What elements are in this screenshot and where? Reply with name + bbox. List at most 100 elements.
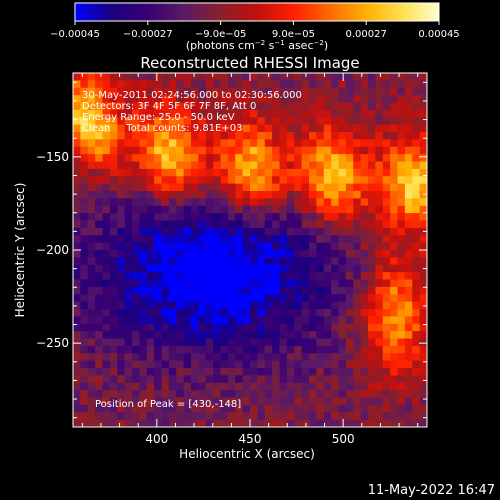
heatmap-cell — [301, 117, 310, 126]
heatmap-cell — [146, 294, 155, 303]
heatmap-cell — [368, 331, 376, 340]
heatmap-cell — [301, 250, 310, 258]
heatmap-cell — [124, 95, 133, 104]
heatmap-cell — [309, 227, 317, 236]
heatmap-cell — [227, 323, 236, 332]
heatmap-cell — [250, 176, 258, 185]
heatmap-cell — [360, 279, 369, 288]
heatmap-cell — [124, 73, 133, 81]
heatmap-cell — [286, 191, 295, 199]
heatmap-cell — [368, 309, 376, 317]
heatmap-cell — [213, 250, 222, 258]
heatmap-cell — [168, 338, 177, 347]
heatmap-cell — [279, 132, 288, 140]
heatmap-cell — [264, 360, 273, 369]
heatmap-cell — [382, 412, 391, 421]
heatmap-cell — [205, 132, 214, 140]
heatmap-cell — [368, 272, 376, 281]
heatmap-cell — [183, 419, 192, 427]
heatmap-cell — [338, 132, 347, 140]
heatmap-cell — [242, 250, 251, 258]
heatmap-cell — [331, 87, 340, 96]
heatmap-cell — [375, 220, 384, 229]
heatmap-cell — [154, 102, 163, 111]
heatmap-cell — [397, 279, 406, 288]
heatmap-cell — [146, 272, 155, 281]
heatmap-cell — [368, 146, 376, 155]
heatmap-cell — [154, 213, 163, 222]
heatmap-cell — [124, 272, 133, 281]
heatmap-cell — [279, 404, 288, 413]
heatmap-cell — [95, 309, 104, 317]
heatmap-cell — [205, 390, 214, 399]
heatmap-cell — [353, 419, 362, 427]
heatmap-cell — [419, 250, 427, 258]
heatmap-cell — [73, 368, 81, 376]
heatmap-cell — [390, 242, 399, 251]
heatmap-cell — [227, 360, 236, 369]
heatmap-cell — [242, 345, 251, 354]
heatmap-cell — [161, 286, 170, 295]
heatmap-cell — [242, 279, 251, 288]
heatmap-cell — [146, 331, 155, 340]
heatmap-cell — [95, 323, 104, 332]
heatmap-cell — [176, 146, 185, 155]
heatmap-cell — [419, 345, 427, 354]
heatmap-cell — [124, 331, 133, 340]
heatmap-cell — [309, 205, 317, 214]
heatmap-cell — [117, 353, 126, 362]
heatmap-cell — [279, 205, 288, 214]
heatmap-cell — [109, 235, 118, 244]
heatmap-cell — [382, 198, 391, 207]
heatmap-cell — [161, 154, 170, 163]
heatmap-cell — [132, 309, 140, 317]
heatmap-cell — [117, 87, 126, 96]
heatmap-cell — [242, 146, 251, 155]
heatmap-cell — [227, 286, 236, 295]
heatmap-cell — [191, 419, 199, 427]
heatmap-cell — [331, 95, 340, 104]
heatmap-cell — [309, 345, 317, 354]
heatmap-cell — [316, 331, 325, 340]
heatmap-cell — [95, 95, 104, 104]
heatmap-cell — [360, 132, 369, 140]
heatmap-cell — [397, 368, 406, 376]
heatmap-cell — [390, 205, 399, 214]
heatmap-cell — [272, 205, 281, 214]
heatmap-cell — [198, 139, 207, 148]
heatmap-cell — [227, 316, 236, 325]
heatmap-cell — [191, 353, 199, 362]
heatmap-cell — [309, 73, 317, 81]
heatmap-cell — [154, 301, 163, 310]
heatmap-cell — [309, 382, 317, 391]
heatmap-cell — [279, 368, 288, 376]
heatmap-cell — [390, 250, 399, 258]
heatmap-cell — [73, 257, 81, 266]
heatmap-cell — [95, 87, 104, 96]
heatmap-cell — [257, 205, 266, 214]
heatmap-cell — [404, 301, 413, 310]
heatmap-cell — [368, 382, 376, 391]
heatmap-cell — [183, 272, 192, 281]
heatmap-cell — [323, 161, 332, 170]
heatmap-cell — [404, 161, 413, 170]
heatmap-cell — [176, 124, 185, 133]
heatmap-cell — [375, 80, 384, 89]
heatmap-cell — [213, 316, 222, 325]
heatmap-cell — [301, 375, 310, 384]
heatmap-cell — [132, 375, 140, 384]
heatmap-cell — [345, 95, 354, 104]
heatmap-cell — [168, 360, 177, 369]
heatmap-cell — [176, 309, 185, 317]
heatmap-cell — [360, 154, 369, 163]
heatmap-cell — [294, 191, 303, 199]
heatmap-cell — [345, 102, 354, 111]
heatmap-cell — [301, 294, 310, 303]
heatmap-cell — [257, 375, 266, 384]
heatmap-cell — [102, 220, 111, 229]
heatmap-cell — [331, 176, 340, 185]
heatmap-cell — [109, 124, 118, 133]
heatmap-cell — [286, 309, 295, 317]
heatmap-cell — [176, 109, 185, 118]
heatmap-cell — [205, 316, 214, 325]
